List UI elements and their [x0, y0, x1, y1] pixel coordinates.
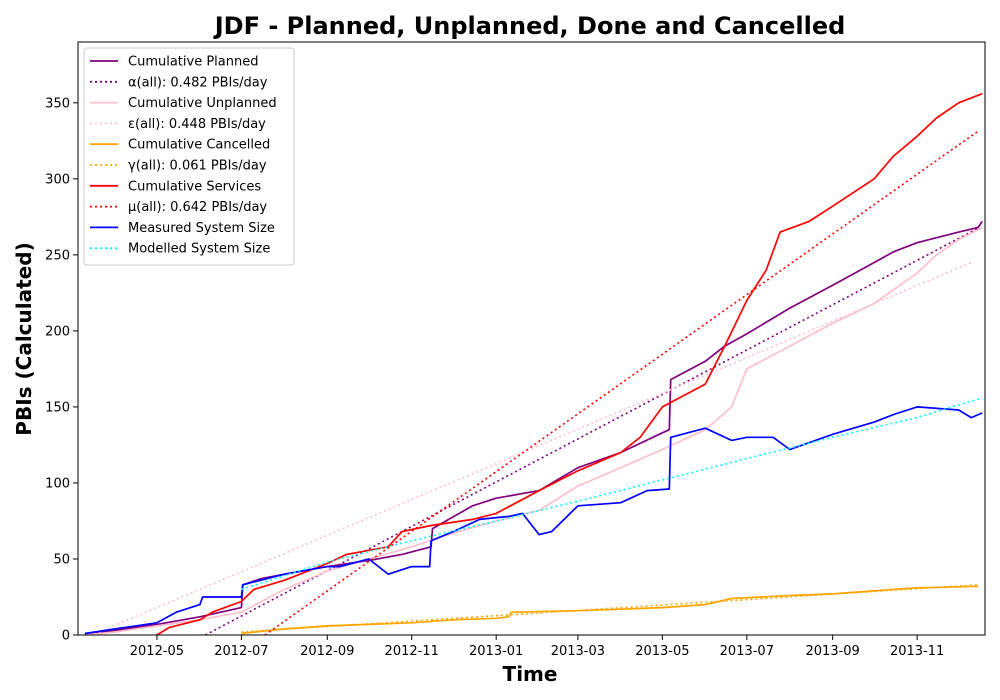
series-line-8 — [84, 406, 983, 635]
x-tick-label: 2012-05 — [130, 644, 184, 659]
series-line-5 — [241, 584, 979, 633]
y-tick-label: 150 — [45, 400, 70, 415]
chart-title: JDF - Planned, Unplanned, Done and Cance… — [213, 12, 846, 40]
x-tick-label: 2013-03 — [551, 644, 605, 659]
legend-entry: Measured System Size — [128, 221, 275, 236]
legend-entry: Cumulative Services — [128, 179, 261, 194]
series-line-0 — [84, 220, 983, 635]
series-layer — [84, 92, 983, 635]
y-tick-label: 300 — [45, 172, 70, 187]
x-tick-label: 2012-07 — [214, 644, 268, 659]
y-axis-label: PBIs (Calculated) — [12, 242, 36, 435]
legend-entry: μ(all): 0.642 PBIs/day — [128, 200, 267, 215]
y-axis: 0 50 100 150 200 250 300 350 — [45, 96, 78, 644]
y-tick-label: 200 — [45, 324, 70, 339]
legend-entry: Cumulative Cancelled — [128, 138, 270, 153]
x-axis-label: Time — [503, 662, 558, 686]
legend-frame — [83, 47, 295, 266]
x-axis: 2012-05 2012-07 2012-09 2012-11 2013-01 2013-… — [130, 635, 944, 659]
legend-entry: γ(all): 0.061 PBIs/day — [128, 159, 267, 174]
legend-entry: ε(all): 0.448 PBIs/day — [128, 117, 266, 132]
legend-entry: Modelled System Size — [128, 242, 270, 257]
y-tick-label: 250 — [45, 248, 70, 263]
y-tick-label: 0 — [62, 629, 70, 644]
series-line-4 — [241, 585, 979, 635]
x-tick-label: 2013-11 — [890, 644, 944, 659]
y-tick-label: 50 — [53, 552, 70, 567]
y-tick-label: 350 — [45, 96, 70, 111]
series-line-2 — [84, 226, 983, 635]
series-line-7 — [264, 129, 980, 635]
legend: Cumulative Planned α(all): 0.482 PBIs/day… — [83, 47, 295, 266]
x-tick-label: 2013-07 — [720, 644, 774, 659]
series-line-9 — [241, 397, 983, 591]
y-tick-label: 100 — [45, 476, 70, 491]
series-line-3 — [89, 261, 972, 635]
x-tick-label: 2012-11 — [385, 644, 439, 659]
series-line-6 — [156, 92, 983, 635]
x-tick-label: 2013-01 — [469, 644, 523, 659]
legend-entry: Cumulative Unplanned — [128, 96, 277, 111]
legend-entry: Cumulative Planned — [128, 55, 258, 70]
plot-area — [77, 41, 986, 636]
x-tick-label: 2012-09 — [300, 644, 354, 659]
legend-entry: α(all): 0.482 PBIs/day — [128, 75, 268, 90]
x-tick-label: 2013-09 — [806, 644, 860, 659]
x-tick-label: 2013-05 — [635, 644, 689, 659]
